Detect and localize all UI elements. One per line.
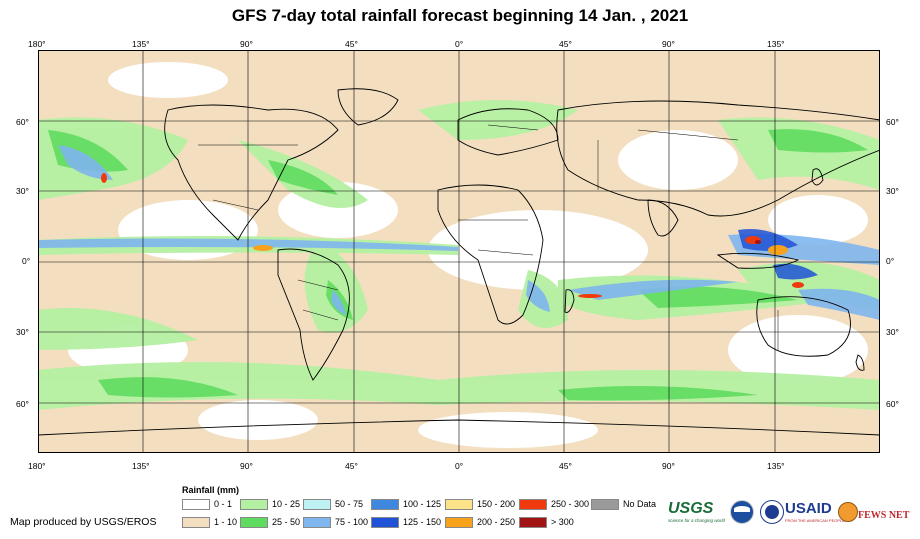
fewsnet-logo-text: FEWS NET — [858, 510, 910, 521]
lon-tick-label: 135° — [132, 461, 150, 471]
extreme-rain-areas — [738, 229, 818, 280]
legend-item: 1 - 10 — [182, 516, 237, 528]
legend-label: 1 - 10 — [214, 517, 238, 527]
lat-tick-label: 30° — [16, 327, 29, 337]
lat-tick-label: 60° — [886, 399, 899, 409]
legend-swatch — [445, 498, 473, 510]
legend-swatch — [519, 498, 547, 510]
lon-tick-label: 180° — [28, 39, 46, 49]
lon-tick-label: 0° — [455, 39, 464, 49]
legend-label: 10 - 25 — [272, 499, 301, 509]
legend-item: 100 - 125 — [371, 498, 441, 510]
lon-tick-label: 0° — [455, 461, 464, 471]
legend-swatch — [240, 516, 268, 528]
lat-tick-label: 30° — [886, 186, 899, 196]
legend-item: 50 - 75 — [303, 498, 363, 510]
legend-label: > 300 — [551, 517, 574, 527]
legend-label: 150 - 200 — [477, 499, 516, 509]
legend-label: 100 - 125 — [403, 499, 442, 509]
legend-label: 50 - 75 — [335, 499, 364, 509]
legend-item: No Data — [591, 498, 656, 510]
legend-item: > 300 — [519, 516, 574, 528]
legend-label: No Data — [623, 499, 657, 509]
legend-item: 150 - 200 — [445, 498, 515, 510]
country-borders — [198, 124, 779, 350]
lon-tick-label: 135° — [132, 39, 150, 49]
map-credit: Map produced by USGS/EROS — [10, 516, 157, 528]
usaid-seal — [760, 500, 784, 524]
legend-item: 10 - 25 — [240, 498, 300, 510]
usgs-logo-text: USGS — [668, 500, 714, 517]
legend-item: 250 - 300 — [519, 498, 589, 510]
legend-swatch — [371, 516, 399, 528]
legend-label: 125 - 150 — [403, 517, 442, 527]
legend-item: 75 - 100 — [303, 516, 368, 528]
map-title: GFS 7-day total rainfall forecast beginn… — [231, 6, 689, 25]
legend-item: 200 - 250 — [445, 516, 515, 528]
usaid-logo-text: USAID — [785, 500, 832, 517]
lon-tick-label: 45° — [559, 39, 572, 49]
lon-tick-label: 90° — [240, 461, 253, 471]
rainfall-map — [38, 50, 880, 453]
legend-swatch — [303, 516, 331, 528]
usaid-logo: USAID FROM THE AMERICAN PEOPLE — [785, 500, 845, 523]
legend-swatch — [519, 516, 547, 528]
usaid-seal-inner — [765, 505, 779, 519]
coastlines — [38, 88, 880, 436]
lon-tick-label: 45° — [345, 461, 358, 471]
usgs-tagline: science for a changing world — [668, 518, 726, 523]
legend-swatch — [445, 516, 473, 528]
lon-tick-label: 45° — [345, 39, 358, 49]
legend-label: 0 - 1 — [214, 499, 233, 509]
map-frame — [38, 50, 880, 453]
legend-swatch — [371, 498, 399, 510]
lat-tick-label: 60° — [886, 117, 899, 127]
legend-item: 0 - 1 — [182, 498, 232, 510]
peak-rain-areas — [101, 173, 804, 298]
legend-label: 250 - 300 — [551, 499, 590, 509]
lat-tick-label: 0° — [886, 256, 895, 266]
noaa-logo-gull — [734, 506, 750, 512]
legend-swatch — [303, 498, 331, 510]
legend-label: 25 - 50 — [272, 517, 301, 527]
legend-title: Rainfall (mm) — [182, 485, 240, 495]
legend-label: 200 - 250 — [477, 517, 516, 527]
lon-tick-label: 90° — [662, 461, 675, 471]
lon-tick-label: 90° — [662, 39, 675, 49]
lon-tick-label: 135° — [767, 39, 785, 49]
legend-swatch — [182, 498, 210, 510]
legend-item: 125 - 150 — [371, 516, 441, 528]
legend-item: 25 - 50 — [240, 516, 300, 528]
noaa-logo — [730, 500, 754, 524]
lat-tick-label: 60° — [16, 117, 29, 127]
lon-tick-label: 180° — [28, 461, 46, 471]
lat-tick-label: 30° — [886, 327, 899, 337]
legend-swatch — [182, 516, 210, 528]
fewsnet-globe — [838, 502, 858, 522]
legend-swatch — [240, 498, 268, 510]
fewsnet-logo: FEWS NET — [858, 505, 909, 523]
lon-tick-label: 45° — [559, 461, 572, 471]
graticule — [38, 50, 880, 453]
usaid-tagline: FROM THE AMERICAN PEOPLE — [785, 518, 845, 523]
lat-tick-label: 60° — [16, 399, 29, 409]
lon-tick-label: 135° — [767, 461, 785, 471]
legend-label: 75 - 100 — [335, 517, 369, 527]
usgs-logo: USGS science for a changing world — [668, 500, 725, 523]
lat-tick-label: 0° — [22, 256, 31, 266]
lat-tick-label: 30° — [16, 186, 29, 196]
legend-swatch — [591, 498, 619, 510]
map-canvas — [38, 50, 880, 453]
lon-tick-label: 90° — [240, 39, 253, 49]
